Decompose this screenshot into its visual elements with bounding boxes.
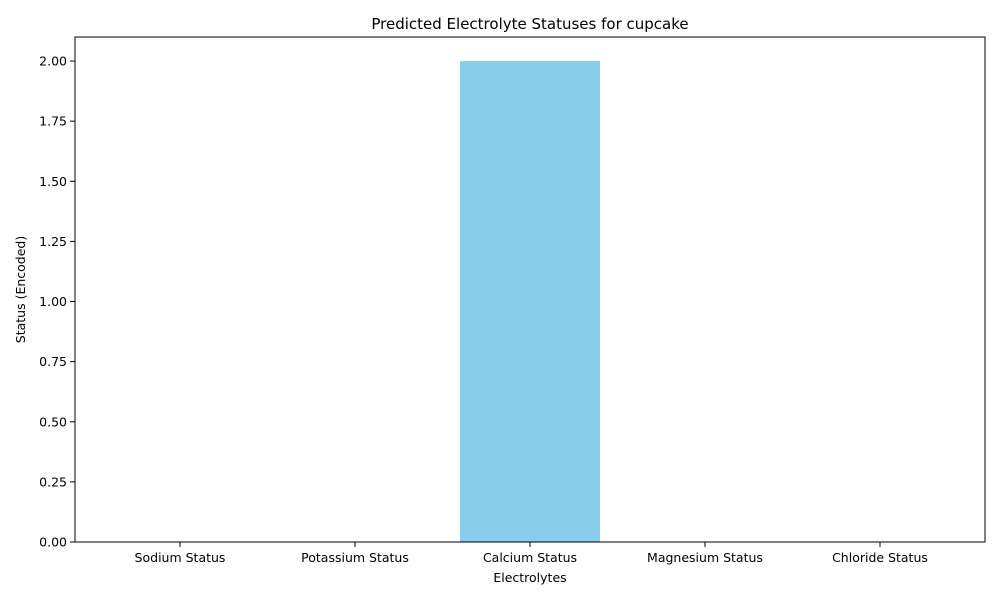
y-tick-label: 0.25 — [39, 474, 67, 489]
y-tick-label: 1.25 — [39, 234, 67, 249]
bar-calcium-status — [460, 61, 600, 543]
bars-group — [460, 61, 600, 543]
y-tick-label: 1.00 — [39, 294, 67, 309]
y-axis: 0.00 0.25 0.50 0.75 1.00 1.25 1.50 1.75 2.00 — [39, 54, 75, 550]
x-tick-label: Calcium Status — [483, 550, 577, 565]
y-axis-label: Status (Encoded) — [13, 236, 28, 343]
x-tick-label: Magnesium Status — [647, 550, 763, 565]
y-tick-label: 0.50 — [39, 414, 67, 429]
x-tick-label: Chloride Status — [832, 550, 928, 565]
y-tick-label: 1.75 — [39, 114, 67, 129]
y-tick-label: 0.75 — [39, 354, 67, 369]
x-tick-label: Potassium Status — [301, 550, 409, 565]
x-axis: Sodium Status Potassium Status Calcium Sta… — [135, 542, 928, 565]
y-tick-label: 2.00 — [39, 54, 67, 69]
y-tick-label: 0.00 — [39, 535, 67, 550]
x-tick-label: Sodium Status — [135, 550, 226, 565]
chart-title: Predicted Electrolyte Statuses for cupca… — [371, 15, 688, 33]
x-axis-label: Electrolytes — [493, 570, 566, 585]
y-tick-label: 1.50 — [39, 174, 67, 189]
